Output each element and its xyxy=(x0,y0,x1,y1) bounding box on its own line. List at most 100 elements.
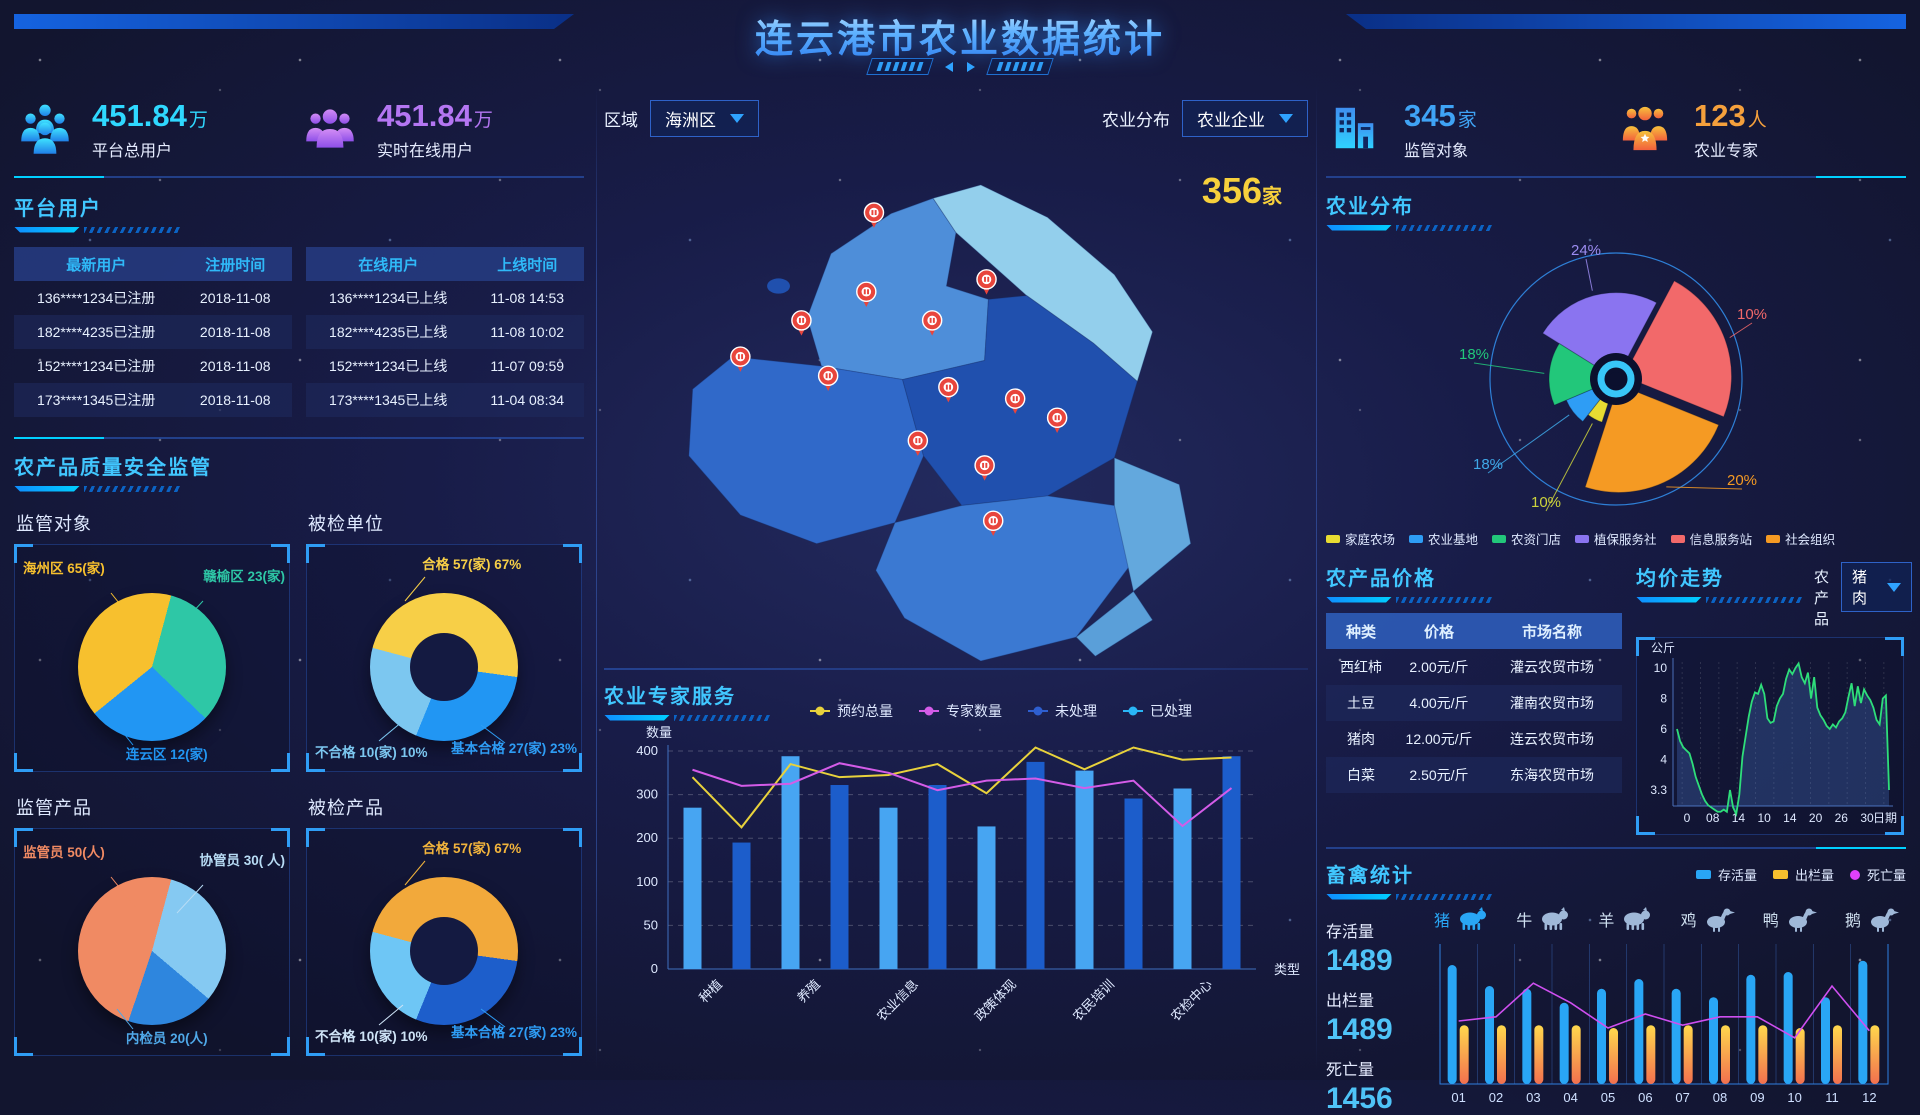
svg-text:14: 14 xyxy=(1732,811,1746,825)
product-select[interactable]: 猪肉 xyxy=(1841,562,1913,612)
svg-text:08: 08 xyxy=(1706,811,1720,825)
distribution-section-header: 农业分布 xyxy=(1326,190,1906,231)
legend-item[interactable]: 信息服务站 xyxy=(1670,529,1752,548)
svg-text:10: 10 xyxy=(1787,1090,1801,1105)
legend-item[interactable]: 家庭农场 xyxy=(1326,529,1395,548)
expert-service-chart: 0 50 100 200 300 400 数量 类型 种植 养殖 农业信息 政策体现 农民培训 农检中心 xyxy=(604,721,1308,1068)
svg-text:0: 0 xyxy=(1684,811,1691,825)
total-users-card: 451.84 万 平台总用户 xyxy=(14,100,299,161)
animal-icon-牛[interactable]: 牛 xyxy=(1516,906,1571,932)
price-table: 种类 价格 市场名称 西红柿 2.00元/斤 灌云农贸市场 土豆 4.00元/斤 灌南农贸市场猪… xyxy=(1326,613,1622,793)
map-pin[interactable] xyxy=(856,281,877,308)
animal-icon-鹅[interactable]: 鹅 xyxy=(1845,906,1900,932)
header-right-decoration xyxy=(1346,14,1906,29)
map-pin[interactable] xyxy=(1004,388,1026,414)
svg-text:10: 10 xyxy=(1757,811,1771,825)
map-pin[interactable] xyxy=(907,430,929,456)
legend-item[interactable]: 已处理 xyxy=(1123,701,1192,721)
svg-text:26: 26 xyxy=(1835,811,1849,825)
svg-text:04: 04 xyxy=(1563,1090,1577,1105)
animal-icon-鸭[interactable]: 鸭 xyxy=(1763,906,1818,932)
table-cell: 2018-11-08 xyxy=(199,290,271,306)
animal-icon-羊[interactable]: 羊 xyxy=(1598,906,1653,932)
product-select-value: 猪肉 xyxy=(1852,569,1868,607)
map-pin[interactable] xyxy=(1046,407,1068,433)
svg-text:200: 200 xyxy=(636,830,658,845)
legend-item[interactable]: 出栏量 xyxy=(1772,865,1834,884)
table-row: 西红柿 2.00元/斤 灌云农贸市场 xyxy=(1326,649,1622,685)
被检单位-pie xyxy=(370,593,518,742)
legend-item[interactable]: 专家数量 xyxy=(919,701,1002,721)
table-cell: 2.00元/斤 xyxy=(1409,659,1469,675)
svg-text:20: 20 xyxy=(1809,811,1823,825)
pie-label: 不合格 10(家) 10% xyxy=(315,1029,428,1044)
map-pin[interactable] xyxy=(976,269,997,295)
online-users-card: 451.84 万 实时在线用户 xyxy=(299,100,584,161)
svg-text:种植: 种植 xyxy=(696,977,725,1006)
map-pin[interactable] xyxy=(982,510,1004,537)
header: 连云港市农业数据统计 xyxy=(0,0,1920,78)
experts-group-icon xyxy=(1616,102,1678,158)
animal-icon-猪[interactable]: 猪 xyxy=(1434,906,1489,932)
svg-text:24%: 24% xyxy=(1571,242,1601,259)
pie-card-supervise_target: 监管对象 海州区 65(家) 赣榆区 23(家) 连云区 12(家) xyxy=(14,504,290,772)
svg-text:0: 0 xyxy=(651,961,658,976)
svg-text:12: 12 xyxy=(1862,1090,1876,1105)
legend-item[interactable]: 农资门店 xyxy=(1492,529,1561,548)
section-title: 均价走势 xyxy=(1636,568,1724,590)
table-cell: 西红柿 xyxy=(1340,659,1382,675)
distribution-select[interactable]: 农业企业 xyxy=(1182,100,1308,137)
section-divider xyxy=(14,176,584,178)
right-panel: 345 家 监管对象 123 人 农业专家 农业分布 24% 10% 20% 10% 18%… xyxy=(1326,84,1913,1115)
legend-item[interactable]: 社会组织 xyxy=(1766,529,1835,548)
legend-item[interactable]: 预约总量 xyxy=(810,701,893,721)
legend-item[interactable]: 植保服务社 xyxy=(1575,529,1657,548)
map-pin[interactable] xyxy=(921,310,943,336)
pie-label: 连云区 12(家) xyxy=(125,747,208,762)
legend-item[interactable]: 存活量 xyxy=(1695,865,1757,884)
register-users-table: 最新用户 注册时间 136****1234已注册 2018-11-08 182****4… xyxy=(14,247,292,417)
online-users-table: 在线用户 上线时间 136****1234已上线 11-08 14:53 182****… xyxy=(306,247,584,417)
svg-text:8: 8 xyxy=(1660,692,1667,706)
building-icon xyxy=(1326,102,1388,158)
legend-item[interactable]: 未处理 xyxy=(1028,701,1097,721)
map-pin[interactable] xyxy=(863,202,885,228)
expert-service-section-header: 农业专家服务 xyxy=(604,680,770,721)
pie-label: 赣榆区 23(家) xyxy=(203,569,285,584)
监管产品-pie xyxy=(78,877,226,1026)
table-row: 152****1234已注册 2018-11-08 xyxy=(14,349,292,383)
animal-icon-鸡[interactable]: 鸡 xyxy=(1681,906,1736,932)
stat-label: 平台总用户 xyxy=(92,142,173,160)
section-title: 农产品质量安全监管 xyxy=(14,457,212,479)
section-title: 平台用户 xyxy=(14,198,102,220)
stat-value: 345 xyxy=(1404,97,1456,133)
map-pin[interactable] xyxy=(791,310,812,336)
region-select[interactable]: 海洲区 xyxy=(650,100,759,137)
svg-text:08: 08 xyxy=(1713,1090,1727,1105)
region-map xyxy=(604,141,1308,666)
table-cell: 11-04 08:34 xyxy=(490,392,565,408)
map-pin[interactable] xyxy=(974,455,995,481)
map-pin[interactable] xyxy=(817,365,839,391)
stat-label: 农业专家 xyxy=(1694,142,1759,160)
table-cell: 2018-11-08 xyxy=(199,392,271,408)
column-header: 市场名称 xyxy=(1521,623,1582,641)
distribution-rose-chart: 24% 10% 20% 10% 18% 18% xyxy=(1326,231,1906,527)
svg-text:20%: 20% xyxy=(1727,472,1757,489)
table-row: 136****1234已上线 11-08 14:53 xyxy=(306,281,584,315)
livestock-stat-value: 1489 xyxy=(1326,944,1393,977)
pie-chart-checked_unit: 合格 57(家) 67% 不合格 10(家) 10% 基本合格 27(家) 23% xyxy=(306,544,582,772)
svg-text:公斤: 公斤 xyxy=(1651,641,1675,655)
legend-item[interactable]: 死亡量 xyxy=(1849,865,1906,884)
map-pin[interactable] xyxy=(730,346,751,372)
table-cell: 灌南农贸市场 xyxy=(1510,695,1594,711)
被检产品-pie xyxy=(370,877,518,1026)
legend-item[interactable]: 农业基地 xyxy=(1409,529,1478,548)
map-pin[interactable] xyxy=(938,376,959,403)
table-cell: 152****1234已注册 xyxy=(37,358,156,374)
table-cell: 2018-11-08 xyxy=(199,358,271,374)
agri-experts-card: 123 人 农业专家 xyxy=(1616,100,1906,161)
section-divider xyxy=(1326,847,1906,849)
stat-unit: 万 xyxy=(473,109,493,131)
table-cell: 173****1345已注册 xyxy=(37,392,156,408)
